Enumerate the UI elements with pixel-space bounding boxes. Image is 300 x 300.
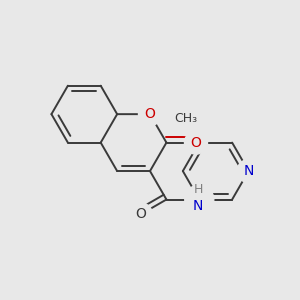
Text: N: N bbox=[243, 164, 254, 178]
Circle shape bbox=[129, 203, 152, 226]
Circle shape bbox=[184, 131, 208, 154]
Circle shape bbox=[237, 160, 260, 183]
Text: N: N bbox=[193, 199, 203, 212]
Text: O: O bbox=[135, 207, 146, 221]
Text: H: H bbox=[194, 183, 203, 196]
Text: O: O bbox=[145, 107, 155, 121]
Circle shape bbox=[185, 185, 214, 214]
Circle shape bbox=[139, 103, 161, 126]
Text: CH₃: CH₃ bbox=[174, 112, 197, 125]
Text: O: O bbox=[190, 136, 201, 150]
Circle shape bbox=[168, 101, 202, 135]
